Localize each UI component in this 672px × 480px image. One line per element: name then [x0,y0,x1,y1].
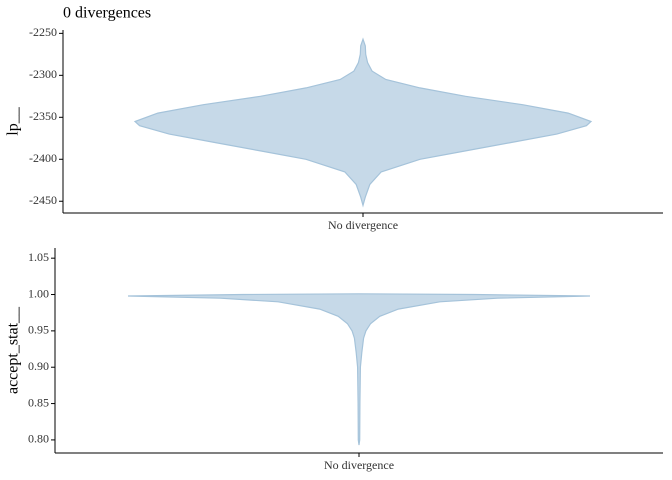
y-tick-label: -2350 [29,109,57,123]
y-tick-label: 0.80 [28,432,49,446]
chart-title: 0 divergences [63,5,151,22]
y-axis-label: lp__ [5,106,22,135]
y-tick-label: 1.00 [28,286,49,300]
y-axis-label: accept_stat__ [5,306,22,394]
y-tick-label: -2300 [29,67,57,81]
y-tick-label: 1.05 [28,250,49,264]
y-tick-label: 0.85 [28,395,49,409]
violin [127,293,591,446]
y-tick-label: 0.95 [28,323,49,337]
y-tick-label: -2250 [29,25,57,39]
violin [133,37,593,208]
x-tick-label: No divergence [324,458,394,472]
y-tick-label: -2450 [29,193,57,207]
y-tick-label: -2400 [29,151,57,165]
y-tick-label: 0.90 [28,359,49,373]
x-tick-label: No divergence [328,218,398,232]
